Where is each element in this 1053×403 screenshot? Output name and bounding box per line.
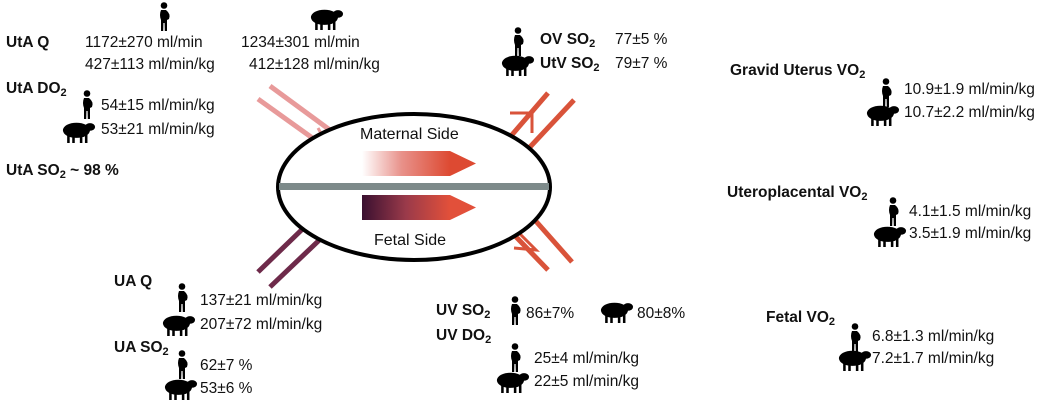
sheep-icon (164, 378, 198, 400)
pregnant-woman-icon (176, 283, 190, 313)
uv-do2-label: UV DO2 (436, 327, 492, 346)
sheep-icon (496, 371, 530, 393)
maternal-side-label: Maternal Side (360, 126, 459, 143)
sheep-icon (62, 121, 96, 143)
fetal-vo2-human: 6.8±1.3 ml/min/kg (872, 328, 995, 345)
pregnant-woman-icon (158, 2, 172, 32)
uta-q-human-kg: 427±113 ml/min/kg (85, 56, 215, 73)
pregnant-woman-icon (509, 343, 523, 373)
ov-so2-value: 77±5 % (615, 31, 668, 48)
uta-q-sheep: 1234±301 ml/min (241, 34, 360, 51)
pregnant-woman-icon (81, 90, 95, 120)
placental-membrane (279, 183, 549, 190)
pregnant-woman-icon (512, 27, 526, 57)
uta-do2-label: UtA DO2 (6, 80, 67, 99)
ov-so2-label: OV SO2 (540, 31, 596, 50)
uta-q-human: 1172±270 ml/min (85, 34, 203, 51)
ua-so2-sheep: 53±6 % (200, 380, 253, 397)
gravid-uterus-vo2-sheep: 10.7±2.2 ml/min/kg (904, 104, 1035, 121)
gravid-uterus-vo2-human: 10.9±1.9 ml/min/kg (904, 81, 1035, 98)
fetal-vo2-label: Fetal VO2 (766, 309, 836, 328)
uv-do2-human: 25±4 ml/min/kg (534, 350, 639, 367)
sheep-icon (501, 54, 535, 76)
fetal-vo2-sheep: 7.2±1.7 ml/min/kg (872, 350, 995, 367)
sheep-icon (162, 314, 196, 336)
uv-so2-human: 86±7% (526, 305, 575, 322)
ua-q-label: UA Q (114, 273, 153, 290)
ua-so2-human: 62±7 % (200, 357, 253, 374)
sheep-icon (838, 349, 872, 371)
utv-so2-value: 79±7 % (615, 55, 668, 72)
pregnant-woman-icon (176, 350, 190, 380)
pregnant-woman-icon (509, 296, 523, 326)
uv-so2-label: UV SO2 (436, 302, 491, 321)
gravid-uterus-vo2-label: Gravid Uterus VO2 (730, 62, 866, 81)
ua-q-sheep: 207±72 ml/min/kg (200, 316, 323, 333)
fetal-flow-arrow (362, 195, 476, 220)
sheep-icon (310, 8, 344, 30)
ua-so2-label: UA SO2 (114, 339, 169, 358)
uta-do2-sheep: 53±21 ml/min/kg (101, 121, 215, 138)
uv-so2-sheep: 80±8% (637, 305, 686, 322)
ua-q-human: 137±21 ml/min/kg (200, 292, 323, 309)
sheep-icon (600, 301, 634, 323)
uteroplacental-vo2-sheep: 3.5±1.9 ml/min/kg (909, 225, 1032, 242)
utv-so2-label: UtV SO2 (540, 55, 600, 74)
uta-q-sheep-kg: 412±128 ml/min/kg (249, 56, 380, 73)
maternal-flow-arrow (362, 151, 476, 176)
uteroplacental-vo2-label: Uteroplacental VO2 (727, 184, 868, 203)
pregnant-woman-icon (887, 197, 901, 227)
uta-q-label: UtA Q (6, 34, 50, 51)
uta-do2-human: 54±15 ml/min/kg (101, 97, 215, 114)
uteroplacental-vo2-human: 4.1±1.5 ml/min/kg (909, 203, 1032, 220)
uta-so2-label: UtA SO2 ~ 98 % (6, 162, 119, 181)
uv-do2-sheep: 22±5 ml/min/kg (534, 373, 639, 390)
sheep-icon (873, 225, 907, 247)
sheep-icon (866, 104, 900, 126)
fetal-side-label: Fetal Side (374, 232, 447, 249)
